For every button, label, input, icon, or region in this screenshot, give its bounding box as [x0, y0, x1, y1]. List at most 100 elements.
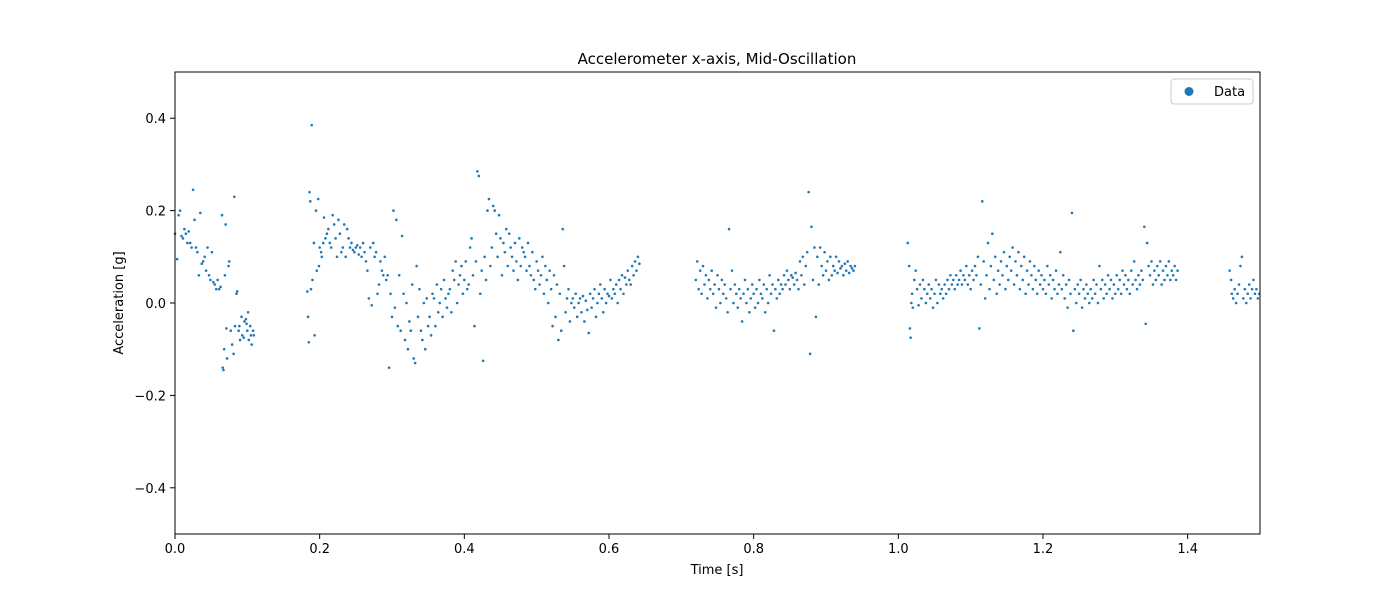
data-point	[820, 264, 823, 268]
data-point	[1102, 297, 1106, 300]
data-point	[523, 255, 527, 259]
data-point	[813, 246, 816, 249]
data-point	[920, 297, 923, 300]
x-tick-label: 0.6	[599, 542, 620, 557]
data-point	[622, 292, 625, 296]
data-point	[219, 285, 222, 289]
data-point	[703, 283, 706, 286]
data-point	[232, 352, 235, 356]
data-point	[412, 357, 416, 360]
data-point	[348, 246, 352, 249]
data-point	[800, 273, 803, 277]
data-point	[190, 246, 193, 249]
data-point	[792, 283, 796, 286]
data-point	[833, 269, 836, 272]
data-point	[577, 301, 580, 305]
data-point	[1119, 292, 1123, 296]
data-point	[334, 237, 337, 240]
data-point	[316, 197, 320, 201]
data-point	[1072, 329, 1075, 333]
data-point	[1048, 273, 1052, 277]
data-point	[357, 253, 361, 256]
data-point	[584, 299, 588, 302]
data-point	[701, 264, 705, 268]
data-point	[910, 301, 913, 305]
data-point	[225, 327, 228, 330]
data-point	[196, 250, 199, 254]
data-point	[944, 292, 948, 296]
data-point	[586, 308, 589, 312]
data-point	[229, 329, 232, 333]
data-point	[972, 278, 975, 282]
data-point	[629, 283, 632, 286]
data-point	[494, 232, 498, 235]
data-point	[360, 255, 363, 259]
data-point	[515, 260, 518, 263]
x-tick-label: 1.4	[1177, 542, 1198, 557]
data-point	[306, 290, 309, 293]
data-point	[319, 250, 323, 254]
data-point	[1109, 278, 1113, 282]
data-point	[808, 352, 812, 356]
data-point	[614, 283, 618, 286]
data-point	[425, 297, 429, 300]
data-point	[551, 324, 554, 328]
data-point	[1034, 278, 1038, 282]
data-point	[548, 269, 551, 272]
data-point	[562, 264, 566, 268]
data-point	[1244, 301, 1248, 305]
data-point	[402, 292, 405, 296]
data-point	[458, 273, 462, 277]
data-point	[251, 329, 255, 333]
data-point	[405, 301, 408, 305]
data-point	[771, 283, 774, 286]
data-point	[371, 241, 375, 245]
data-point	[716, 273, 719, 277]
data-point	[1134, 278, 1137, 282]
data-point	[321, 241, 325, 245]
data-point	[561, 227, 565, 231]
data-point	[626, 269, 630, 272]
data-point	[1151, 283, 1155, 286]
data-point	[599, 283, 602, 286]
data-point	[1069, 292, 1072, 296]
data-point	[520, 246, 524, 249]
x-axis-label: Time [s]	[690, 563, 744, 578]
data-point	[422, 301, 426, 305]
data-point	[607, 294, 611, 298]
data-point	[240, 334, 244, 337]
x-tick-label: 0.2	[309, 542, 330, 557]
data-point	[827, 278, 831, 282]
data-point	[454, 260, 457, 263]
data-point	[380, 269, 384, 272]
data-point	[389, 292, 392, 296]
data-point	[1161, 269, 1165, 272]
data-point	[244, 317, 248, 321]
data-point	[748, 310, 751, 314]
data-point	[1050, 297, 1053, 300]
data-point	[975, 273, 978, 277]
data-point	[959, 269, 962, 272]
data-point	[983, 297, 987, 300]
data-point	[331, 213, 334, 217]
data-point	[966, 283, 970, 286]
data-point	[763, 310, 767, 314]
data-point	[382, 273, 385, 277]
data-point	[238, 338, 242, 342]
data-point	[463, 278, 466, 282]
data-point	[840, 264, 844, 268]
data-point	[620, 273, 624, 277]
data-point	[936, 301, 939, 305]
data-point	[1030, 273, 1033, 277]
data-point	[980, 200, 984, 203]
data-point	[1239, 264, 1242, 268]
data-point	[1155, 264, 1159, 268]
data-point	[581, 294, 585, 298]
data-point	[801, 255, 805, 259]
data-point	[1148, 273, 1152, 277]
data-point	[370, 304, 374, 307]
data-point	[804, 264, 808, 268]
data-point	[554, 315, 557, 319]
data-point	[516, 278, 520, 282]
data-point	[735, 292, 738, 296]
